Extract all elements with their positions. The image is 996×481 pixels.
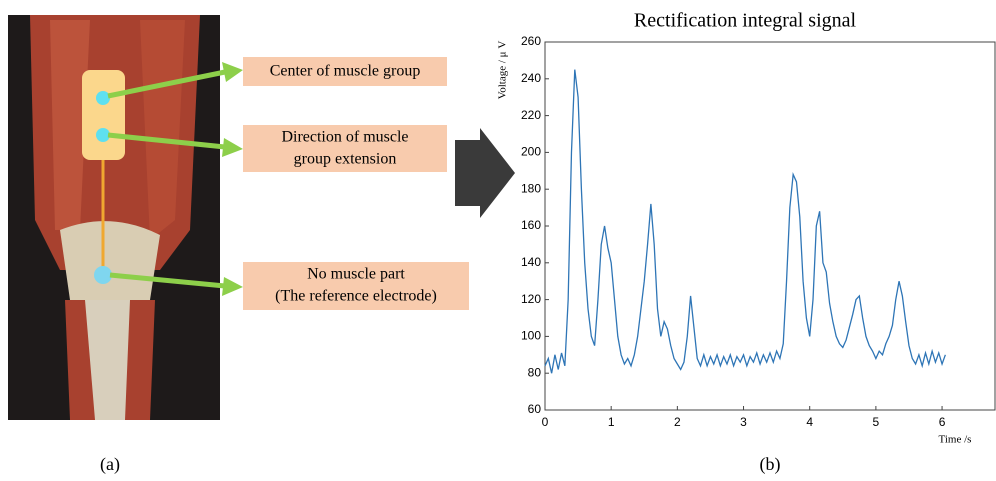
x-tick-label: 0 bbox=[542, 415, 549, 429]
y-tick-label: 100 bbox=[521, 329, 541, 343]
label: group extension bbox=[294, 151, 397, 168]
y-tick-label: 200 bbox=[521, 145, 541, 159]
label: Center of muscle group bbox=[270, 63, 421, 80]
y-tick-label: 120 bbox=[521, 292, 541, 306]
big-arrow bbox=[455, 128, 515, 218]
y-tick-label: 260 bbox=[521, 34, 541, 48]
x-tick-label: 6 bbox=[939, 415, 946, 429]
y-tick-label: 220 bbox=[521, 108, 541, 122]
x-tick-label: 2 bbox=[674, 415, 681, 429]
label: No muscle part bbox=[307, 266, 405, 283]
y-tick-label: 180 bbox=[521, 181, 541, 195]
y-axis-label: Voltage / μ V bbox=[497, 41, 509, 100]
x-tick-label: 4 bbox=[806, 415, 813, 429]
arrows bbox=[107, 62, 243, 296]
label: Direction of muscle bbox=[281, 129, 408, 146]
signal-line bbox=[544, 69, 946, 374]
caption: (b) bbox=[760, 454, 781, 475]
x-axis-label: Time /s bbox=[939, 434, 972, 446]
x-tick-label: 5 bbox=[873, 415, 880, 429]
y-tick-label: 80 bbox=[528, 365, 542, 379]
y-tick-label: 60 bbox=[528, 402, 542, 416]
y-tick-label: 160 bbox=[521, 218, 541, 232]
label: (The reference electrode) bbox=[275, 288, 437, 305]
x-tick-label: 3 bbox=[740, 415, 747, 429]
chart-title: Rectification integral signal bbox=[634, 10, 857, 32]
label-boxes bbox=[243, 57, 469, 310]
y-tick-label: 140 bbox=[521, 255, 541, 269]
x-tick-label: 1 bbox=[608, 415, 615, 429]
caption: (a) bbox=[100, 454, 120, 475]
y-tick-label: 240 bbox=[521, 71, 541, 85]
leg-illustration bbox=[8, 15, 220, 420]
